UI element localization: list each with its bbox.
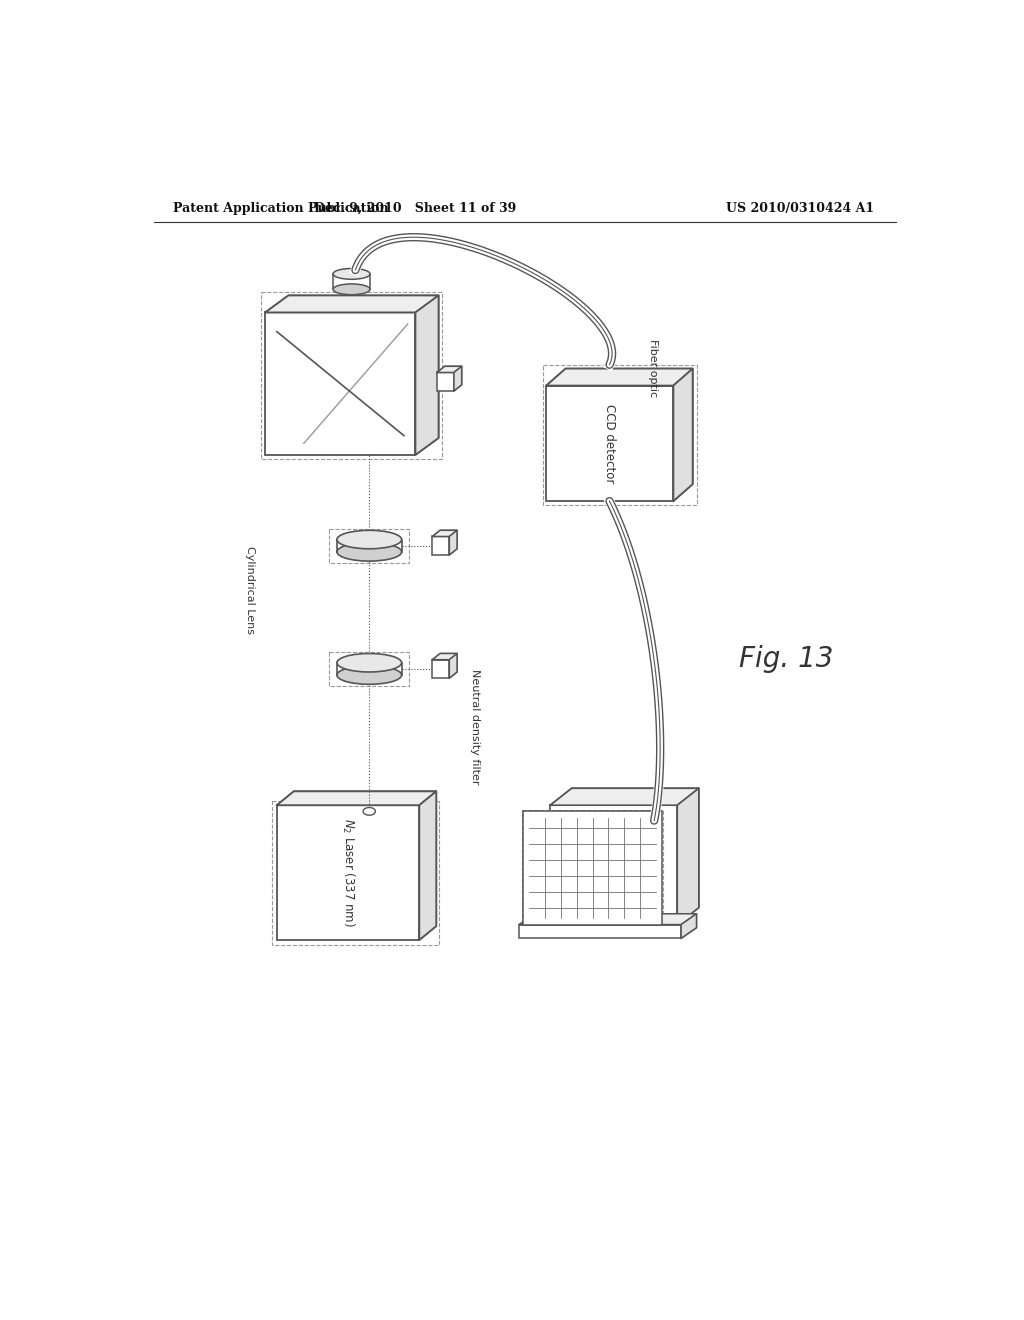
Polygon shape — [276, 792, 436, 805]
Text: Neutral density filter: Neutral density filter — [470, 669, 480, 784]
Bar — [432, 536, 450, 554]
Text: CCD detector: CCD detector — [603, 404, 616, 483]
Text: Fiber optic: Fiber optic — [648, 339, 658, 397]
Polygon shape — [674, 368, 692, 502]
Bar — [547, 385, 674, 502]
Polygon shape — [547, 368, 692, 385]
Polygon shape — [437, 367, 462, 372]
Ellipse shape — [364, 808, 376, 816]
Ellipse shape — [337, 665, 401, 684]
Bar — [519, 924, 681, 939]
Polygon shape — [265, 296, 438, 313]
Bar — [330, 529, 410, 562]
Bar — [432, 660, 450, 678]
Ellipse shape — [337, 653, 401, 672]
Bar — [276, 805, 419, 940]
Text: Dec. 9, 2010   Sheet 11 of 39: Dec. 9, 2010 Sheet 11 of 39 — [314, 202, 516, 215]
Ellipse shape — [333, 284, 370, 294]
Text: Cylindrical Lens: Cylindrical Lens — [245, 545, 255, 634]
Bar — [261, 292, 442, 459]
Text: $N_2$ Laser (337 nm): $N_2$ Laser (337 nm) — [340, 818, 356, 927]
Polygon shape — [450, 531, 457, 554]
Polygon shape — [454, 367, 462, 391]
Polygon shape — [450, 653, 457, 678]
Bar — [265, 313, 416, 455]
Polygon shape — [519, 913, 696, 924]
Bar — [437, 372, 454, 391]
Polygon shape — [419, 792, 436, 940]
Polygon shape — [550, 788, 698, 805]
Bar — [550, 805, 677, 924]
Text: US 2010/0310424 A1: US 2010/0310424 A1 — [726, 202, 874, 215]
Bar — [523, 812, 662, 924]
Bar — [272, 800, 439, 945]
Polygon shape — [432, 653, 457, 660]
Ellipse shape — [337, 543, 401, 561]
Ellipse shape — [337, 531, 401, 549]
Polygon shape — [432, 531, 457, 536]
Polygon shape — [681, 913, 696, 939]
Polygon shape — [416, 296, 438, 455]
Text: Fig. 13: Fig. 13 — [739, 645, 834, 673]
Polygon shape — [677, 788, 698, 924]
Ellipse shape — [333, 268, 370, 280]
Bar — [543, 364, 696, 506]
Bar — [521, 810, 664, 927]
Bar — [330, 652, 410, 686]
Text: Patent Application Publication: Patent Application Publication — [173, 202, 388, 215]
